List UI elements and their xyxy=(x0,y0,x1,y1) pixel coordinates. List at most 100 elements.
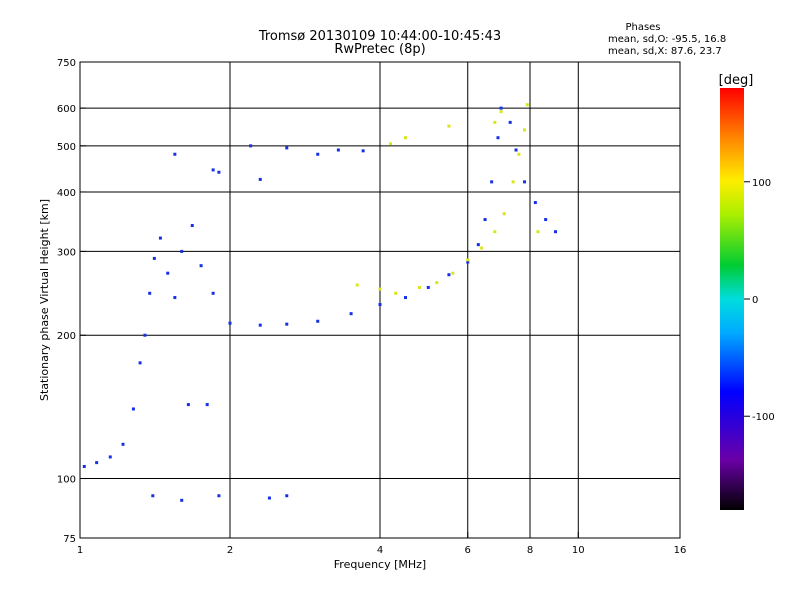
data-point-o xyxy=(158,236,162,240)
x-tick-label: 1 xyxy=(77,545,83,556)
data-point-o xyxy=(258,177,262,181)
data-point-x xyxy=(502,212,506,216)
data-point-x xyxy=(536,230,540,234)
data-point-x xyxy=(435,281,439,285)
data-point-o xyxy=(82,464,86,468)
colorbar-tick-label: 100 xyxy=(752,178,771,189)
data-point-o xyxy=(476,243,480,247)
data-point-o xyxy=(190,224,194,228)
data-point-o xyxy=(285,322,289,326)
x-axis-label: Frequency [MHz] xyxy=(334,558,426,571)
data-point-o xyxy=(378,303,382,307)
data-point-o xyxy=(267,496,271,500)
data-point-o xyxy=(143,333,147,337)
data-point-x xyxy=(451,271,455,275)
data-point-o xyxy=(514,148,518,152)
y-tick-label: 300 xyxy=(57,247,76,258)
y-tick-label: 400 xyxy=(57,188,76,199)
data-point-o xyxy=(121,442,125,446)
colorbar xyxy=(720,88,744,510)
colorbar-ticks: 100 0 -100 xyxy=(744,178,775,423)
colorbar-label: [deg] xyxy=(719,73,754,88)
legend-line-x: mean, sd,X: 87.6, 23.7 xyxy=(608,46,722,57)
data-point-o xyxy=(316,152,320,156)
data-point-x xyxy=(480,246,484,250)
data-point-x xyxy=(378,287,382,291)
data-point-o xyxy=(426,285,430,289)
y-axis-ticks: 75 100 200 300 400 500 600 750 xyxy=(57,58,86,545)
data-point-x xyxy=(389,142,393,146)
data-point-x xyxy=(493,230,497,234)
data-point-o xyxy=(228,321,232,325)
data-point-x xyxy=(499,110,503,114)
data-point-o xyxy=(533,201,537,205)
data-point-o xyxy=(403,296,407,300)
data-point-x xyxy=(417,285,421,289)
data-point-o xyxy=(173,296,177,300)
chart-title: Tromsø 20130109 10:44:00-10:45:43 xyxy=(258,29,501,44)
data-point-x xyxy=(355,283,359,287)
data-point-o xyxy=(180,249,184,253)
data-point-o xyxy=(508,120,512,124)
data-point-o xyxy=(148,291,152,295)
x-tick-label: 6 xyxy=(465,545,471,556)
y-tick-label: 75 xyxy=(63,534,76,545)
data-point-o xyxy=(258,323,262,327)
data-point-o xyxy=(152,256,156,260)
data-point-o xyxy=(217,170,221,174)
data-point-x xyxy=(493,120,497,124)
legend-title: Phases xyxy=(625,22,660,33)
data-point-o xyxy=(180,498,184,502)
data-point-o xyxy=(553,230,557,234)
data-point-o xyxy=(205,403,209,407)
data-point-o xyxy=(211,291,215,295)
colorbar-tick-label: 0 xyxy=(752,295,758,306)
data-points xyxy=(82,103,557,502)
x-tick-label: 4 xyxy=(377,545,383,556)
x-axis-ticks: 1 2 4 6 8 10 16 xyxy=(77,532,687,556)
grid-lines xyxy=(80,62,680,538)
data-point-o xyxy=(108,455,112,459)
data-point-o xyxy=(466,260,470,264)
data-point-o xyxy=(131,407,135,411)
data-point-o xyxy=(349,312,353,316)
legend-line-o: mean, sd,O: -95.5, 16.8 xyxy=(608,34,726,45)
data-point-o xyxy=(483,218,487,222)
x-tick-label: 2 xyxy=(227,545,233,556)
data-point-o xyxy=(285,494,289,498)
data-point-x xyxy=(523,128,527,132)
x-tick-label: 10 xyxy=(572,545,585,556)
data-point-o xyxy=(285,146,289,150)
data-point-o xyxy=(166,271,170,275)
data-point-x xyxy=(447,124,451,128)
data-point-o xyxy=(138,361,142,365)
data-point-o xyxy=(490,180,494,184)
y-axis-label: Stationary phase Virtual Height [km] xyxy=(38,199,51,401)
x-tick-label: 8 xyxy=(527,545,533,556)
data-point-o xyxy=(544,218,548,222)
y-tick-label: 600 xyxy=(57,104,76,115)
colorbar-tick-label: -100 xyxy=(752,412,775,423)
data-point-o xyxy=(523,180,527,184)
data-point-x xyxy=(394,291,398,295)
data-point-o xyxy=(186,403,190,407)
data-point-o xyxy=(499,106,503,110)
data-point-o xyxy=(336,148,340,152)
data-point-o xyxy=(316,319,320,323)
y-tick-label: 100 xyxy=(57,475,76,486)
data-point-o xyxy=(211,168,215,172)
y-tick-label: 200 xyxy=(57,331,76,342)
data-point-o xyxy=(151,494,155,498)
data-point-o xyxy=(95,461,99,465)
data-point-x xyxy=(403,136,407,140)
data-point-x xyxy=(517,152,521,156)
data-point-o xyxy=(173,152,177,156)
data-point-x xyxy=(466,258,470,262)
data-point-o xyxy=(447,273,451,277)
x-tick-label: 16 xyxy=(674,545,687,556)
y-tick-label: 500 xyxy=(57,142,76,153)
chart-subtitle: RwPretec (8p) xyxy=(334,42,425,57)
data-point-o xyxy=(217,494,221,498)
y-tick-label: 750 xyxy=(57,58,76,69)
